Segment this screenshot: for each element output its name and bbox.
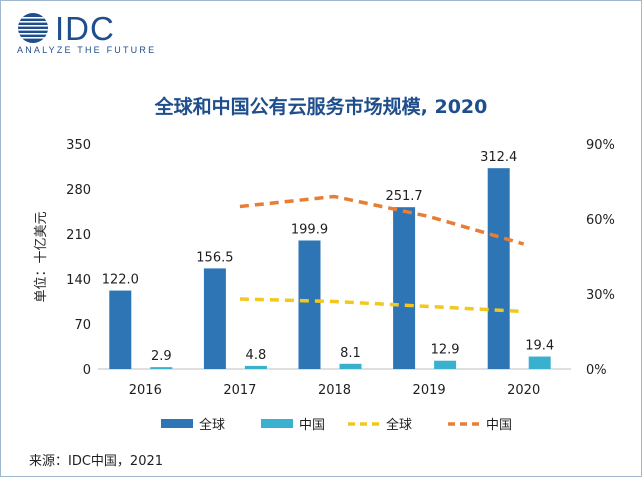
bar-global <box>393 207 416 369</box>
legend: 全球 中国 全球 中国 <box>161 417 512 433</box>
line-china <box>239 194 525 246</box>
legend-label: 中国 <box>486 418 512 433</box>
bar-china <box>339 363 362 369</box>
legend-swatch <box>161 419 193 428</box>
data-label: 12.9 <box>431 343 460 358</box>
y-tick-label: 350 <box>66 138 91 153</box>
x-tick-label: 2016 <box>129 383 162 398</box>
bar-china <box>434 360 457 369</box>
line-global <box>239 297 524 314</box>
legend-label: 中国 <box>299 418 325 433</box>
data-label: 2.9 <box>151 349 172 364</box>
chart: 全球和中国公有云服务市场规模, 2020 单位：十亿美元 0 70 140 210 28… <box>34 95 615 433</box>
x-tick-label: 2018 <box>318 383 351 398</box>
bar-china <box>528 356 551 369</box>
legend-label: 全球 <box>199 417 225 433</box>
logo-tagline: ANALYZE THE FUTURE <box>17 45 157 55</box>
data-label: 312.4 <box>480 150 517 165</box>
bar-global <box>298 240 321 369</box>
y-tick-label: 0 <box>83 363 91 378</box>
y2-tick-label: 60% <box>586 213 615 228</box>
data-label: 122.0 <box>102 273 139 288</box>
y2-tick-label: 90% <box>586 138 615 153</box>
y2-tick-label: 30% <box>586 288 615 303</box>
legend-label: 全球 <box>386 417 412 433</box>
bar-global <box>487 168 510 369</box>
bar-global <box>203 268 226 369</box>
x-axis-ticks: 2016 2017 2018 2019 2020 <box>129 383 540 398</box>
bars: 122.0 156.5 199.9 251.7 312.4 2.9 4.8 8.1 12.9 19… <box>102 150 554 369</box>
x-tick-label: 2017 <box>223 383 256 398</box>
data-label: 199.9 <box>291 222 328 237</box>
y2-tick-label: 0% <box>586 363 607 378</box>
bar-china <box>244 365 267 369</box>
chart-title: 全球和中国公有云服务市场规模, 2020 <box>154 95 488 118</box>
y-tick-label: 280 <box>66 183 91 198</box>
legend-swatch <box>261 419 293 428</box>
bar-global <box>109 290 132 369</box>
globe-icon <box>18 13 48 43</box>
x-tick-label: 2019 <box>413 383 446 398</box>
data-label: 251.7 <box>385 189 422 204</box>
y-tick-label: 210 <box>66 228 91 243</box>
data-label: 8.1 <box>340 346 361 361</box>
y-tick-label: 70 <box>74 318 91 333</box>
series-lines <box>239 194 525 314</box>
bar-china <box>150 367 173 369</box>
y-tick-label: 140 <box>66 273 91 288</box>
logo-text: IDC <box>55 10 115 47</box>
y-axis-ticks: 0 70 140 210 280 350 <box>66 138 91 378</box>
x-tick-label: 2020 <box>507 383 540 398</box>
data-label: 156.5 <box>196 250 233 265</box>
y-axis-label: 单位：十亿美元 <box>34 211 49 302</box>
source-note: 来源：IDC中国，2021 <box>29 454 164 469</box>
y2-axis-ticks: 0% 30% 60% 90% <box>586 138 615 378</box>
data-label: 4.8 <box>246 348 267 363</box>
idc-logo: IDC ANALYZE THE FUTURE <box>15 11 175 59</box>
data-label: 19.4 <box>525 339 554 354</box>
